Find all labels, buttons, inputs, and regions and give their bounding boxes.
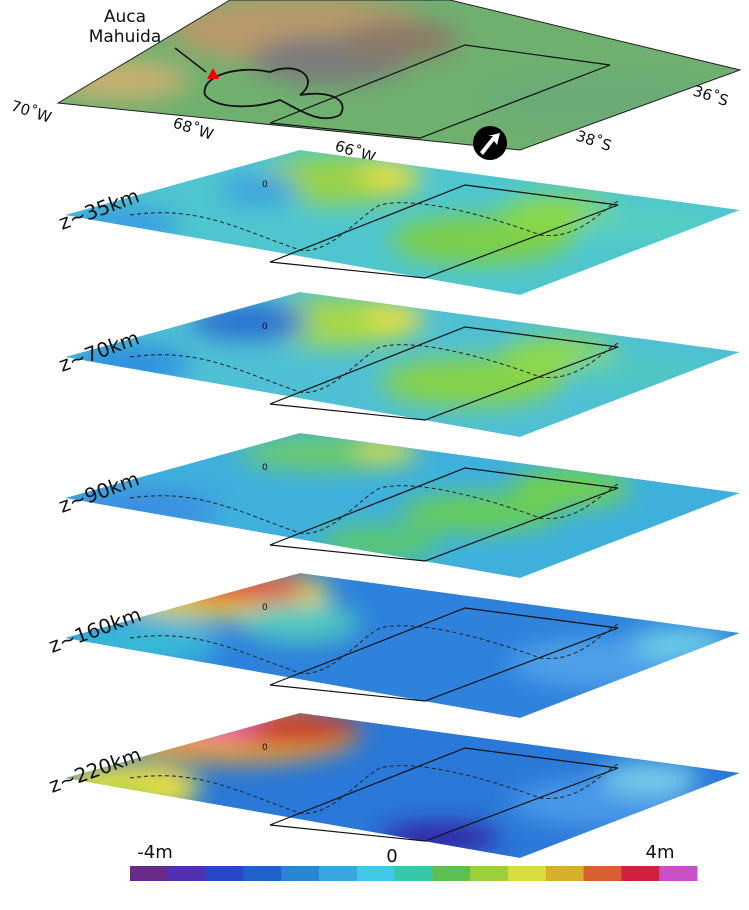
colorbar-label: 0 (386, 846, 397, 867)
anomaly-patch (180, 711, 260, 735)
anomaly-patch (580, 210, 720, 240)
anomaly-patch (140, 573, 220, 593)
depth-slice: 0 z~220km (46, 703, 740, 858)
colorbar-swatch (621, 866, 659, 881)
depth-label: z~35km (56, 183, 143, 234)
anomaly-patch (320, 525, 440, 561)
depth-slice: 0 z~160km (46, 568, 740, 718)
place-label: Mahuida (89, 27, 162, 47)
colorbar-swatch (243, 866, 281, 881)
depth-label: z~220km (46, 742, 145, 798)
colorbar-label: -4m (137, 842, 172, 863)
contour-label: 0 (262, 180, 268, 190)
colorbar-swatch (659, 866, 697, 881)
contour-label: 0 (262, 463, 268, 473)
colorbar-swatch (584, 866, 622, 881)
anomaly-patch (80, 788, 160, 818)
colorbar-swatch (130, 866, 168, 881)
latitude-label: 36˚S (691, 82, 731, 110)
contour-label: 0 (262, 603, 268, 613)
depth-slice: 0 z~35km (56, 150, 740, 295)
place-label: Auca (104, 7, 146, 27)
anomaly-patch (570, 357, 710, 387)
depth-label: z~70km (56, 325, 143, 376)
depth-slice: 0 z~90km (56, 433, 740, 578)
colorbar-swatch (319, 866, 357, 881)
anomaly-patch (190, 304, 310, 340)
colorbar-swatch (206, 866, 244, 881)
depth-label: z~160km (46, 602, 145, 658)
latitude-label: 38˚S (574, 127, 614, 155)
colorbar-swatch (508, 866, 546, 881)
colorbar-label: 4m (646, 842, 675, 863)
colorbar-swatch (470, 866, 508, 881)
anomaly-patch (170, 573, 310, 603)
depth-label: z~90km (56, 466, 143, 517)
colorbar-swatch (395, 866, 433, 881)
colorbar-swatch (168, 866, 206, 881)
colorbar-swatch (281, 866, 319, 881)
depth-slice: 0 z~70km (56, 292, 740, 437)
depth-slices: 0 z~35km 0 z~70km 0 z~90km 0 z~160km 0 z~220km (46, 150, 740, 858)
anomaly-patch (220, 713, 360, 743)
colorbar: -4m 0 4m (130, 842, 698, 881)
contour-label: 0 (262, 322, 268, 332)
anomaly-patch (355, 440, 415, 460)
longitude-label: 70˚W (9, 97, 54, 127)
anomaly-patch (220, 175, 300, 205)
topo-map: Auca Mahuida 70˚W 68˚W 66˚W 36˚S 38˚S (9, 0, 740, 167)
colorbar-swatch (357, 866, 395, 881)
figure: Auca Mahuida 70˚W 68˚W 66˚W 36˚S 38˚S 0 z… (0, 0, 749, 910)
colorbar-swatch (432, 866, 470, 881)
anomaly-patch (365, 305, 425, 329)
anomaly-patch (630, 628, 730, 658)
anomaly-patch (240, 603, 360, 643)
contour-label: 0 (262, 743, 268, 753)
colorbar-swatch (546, 866, 584, 881)
anomaly-patch (360, 163, 420, 187)
